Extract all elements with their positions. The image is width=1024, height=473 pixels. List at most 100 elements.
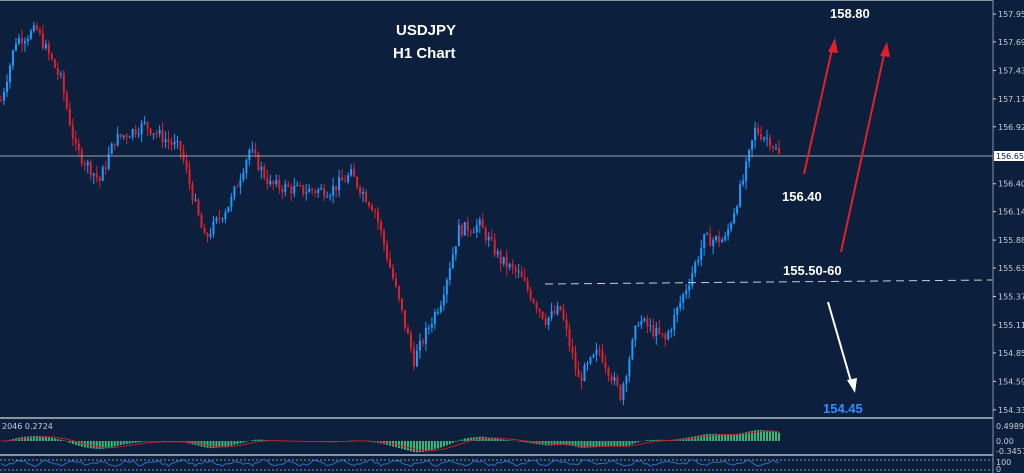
price-tick: 155.885 (998, 236, 1024, 245)
arrow-up-2 (840, 49, 886, 253)
candle-body (559, 306, 562, 310)
candle-body (386, 244, 389, 259)
candle-body (733, 213, 736, 224)
candle-body (400, 298, 403, 310)
candle-body (5, 81, 8, 92)
candle-body (185, 160, 188, 169)
candle-body (32, 25, 35, 31)
candle-body (122, 135, 125, 137)
candle-body (574, 353, 577, 370)
candle-body (454, 246, 457, 255)
candle-body (296, 184, 299, 186)
candle-body (568, 329, 571, 347)
candle-body (490, 236, 493, 240)
current-price-label: 156.658 (996, 152, 1024, 161)
candle-body (305, 192, 308, 194)
candle-body (68, 108, 71, 126)
candle-body (275, 179, 278, 185)
candle-body (188, 168, 191, 185)
candle-body (320, 188, 323, 190)
candle-body (389, 258, 391, 268)
candle-body (565, 319, 568, 330)
candle-body (736, 206, 739, 214)
candle-body (353, 169, 356, 177)
candle-body (469, 231, 472, 233)
candle-body (532, 299, 535, 303)
candle-body (421, 340, 424, 344)
candle-body (754, 127, 757, 141)
candle-body (673, 314, 676, 330)
candle-body (335, 185, 338, 191)
candle-body (448, 268, 451, 280)
candle-body (14, 43, 17, 51)
macd-axis: 0.4989 0.00-0.3457 (996, 422, 1024, 456)
candle-body (326, 196, 329, 198)
candle-body (131, 129, 134, 138)
candle-body (257, 153, 260, 171)
arrow-down (827, 301, 853, 386)
chart-title: USDJPY (396, 22, 457, 39)
candle-body (571, 346, 574, 354)
support-zone-label: 155.50-60 (783, 263, 842, 278)
candle-body (445, 279, 448, 295)
candle-body (679, 302, 682, 308)
candle-body (230, 196, 233, 207)
lower-indicator-line (0, 458, 780, 467)
candle-body (664, 334, 667, 340)
candle-body (341, 177, 344, 181)
candle-body (589, 357, 592, 364)
candle-body (499, 251, 502, 264)
candle-body (224, 212, 227, 219)
candle-body (71, 125, 74, 139)
candle-body (514, 267, 517, 272)
candle-body (215, 217, 218, 222)
candle-body (101, 167, 104, 181)
candle-body (164, 139, 167, 143)
candle-body (553, 311, 556, 314)
candle-body (236, 186, 239, 188)
candle-body (742, 180, 745, 185)
price-tick: 156.145 (998, 208, 1024, 217)
candle-body (8, 65, 11, 82)
candle-body (655, 327, 658, 337)
candle-body (260, 166, 263, 171)
candle-body (206, 233, 209, 237)
candle-body (56, 68, 59, 75)
candle-body (170, 141, 173, 145)
candle-body (134, 129, 137, 135)
candle-body (610, 375, 613, 381)
macd-label: 2046 0.2724 (2, 422, 53, 431)
candle-body (757, 127, 760, 135)
candle-body (667, 331, 670, 340)
macd-tick: -0.3457 (996, 447, 1024, 456)
candle-body (242, 172, 245, 180)
candle-body (760, 134, 763, 140)
macd-signal-line (0, 430, 780, 452)
candle-body (323, 188, 326, 197)
candle-body (457, 224, 460, 247)
support-line (544, 279, 994, 285)
candle-body (53, 59, 56, 69)
candle-body (577, 369, 580, 378)
candle-body (161, 129, 164, 143)
candle-body (104, 167, 107, 169)
candle-body (83, 163, 86, 166)
candle-body (460, 224, 463, 236)
candle-body (604, 361, 607, 368)
price-tick: 155.110 (998, 321, 1024, 330)
price-axis: 157.950 157.695 157.435 157.175 156.920 156.4… (993, 10, 1024, 415)
price-tick: 154.855 (998, 349, 1024, 358)
candle-body (110, 143, 113, 155)
candle-body (350, 169, 353, 176)
arrow-down-head (847, 378, 857, 393)
price-tick: 157.950 (998, 10, 1024, 19)
candle-body (451, 254, 454, 269)
candle-body (598, 349, 601, 351)
lower-tick: 100 (996, 458, 1011, 467)
candle-body (508, 264, 511, 268)
candle-body (146, 121, 149, 129)
candle-body (158, 129, 161, 134)
price-tick: 154.595 (998, 377, 1024, 386)
candle-body (290, 186, 293, 194)
